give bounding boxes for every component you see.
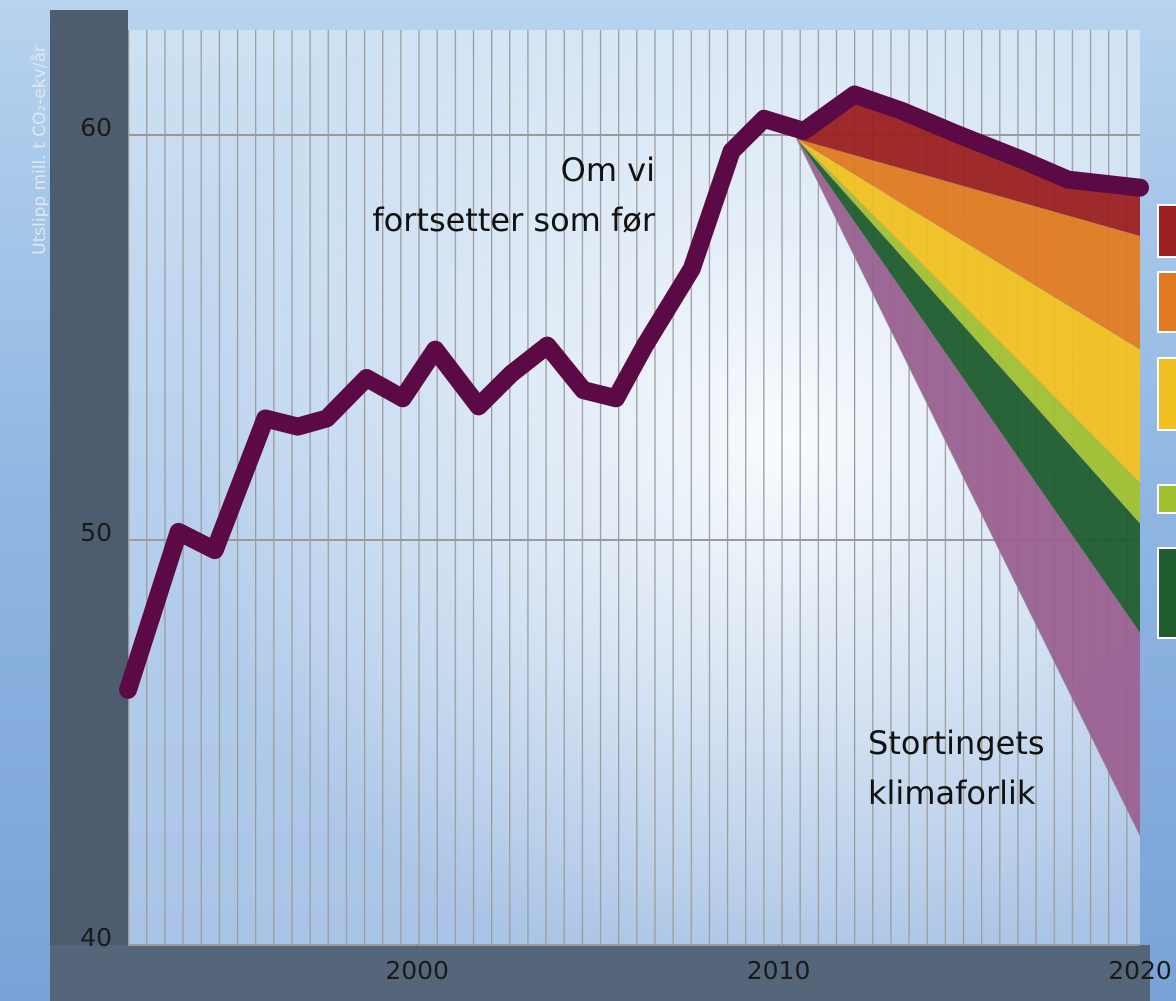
x-tick-label: 2020 — [1108, 956, 1172, 985]
y-axis-band — [50, 10, 128, 1001]
series-line — [119, 85, 1149, 699]
annotation: fortsetter som før — [372, 201, 655, 239]
legend-swatch — [1157, 204, 1176, 258]
x-tick-label: 2000 — [385, 956, 449, 985]
y-tick-label: 50 — [80, 518, 112, 547]
annotation: klimaforlik — [868, 774, 1036, 812]
y-tick-label: 40 — [80, 923, 112, 952]
y-axis-label: Utslipp mill. t CO₂-ekv/år — [29, 45, 50, 255]
wedge-edge — [796, 138, 1141, 836]
annotation: Stortingets — [868, 724, 1045, 762]
wedge — [796, 94, 1140, 237]
legend-swatch — [1157, 357, 1176, 431]
annotation: Om vi — [561, 151, 655, 189]
x-axis-band — [50, 945, 1150, 1001]
legend-swatch — [1157, 484, 1176, 514]
legend-swatch — [1157, 547, 1176, 639]
legend-swatch — [1157, 271, 1176, 333]
x-tick-label: 2010 — [747, 956, 811, 985]
y-tick-label: 60 — [80, 113, 112, 142]
